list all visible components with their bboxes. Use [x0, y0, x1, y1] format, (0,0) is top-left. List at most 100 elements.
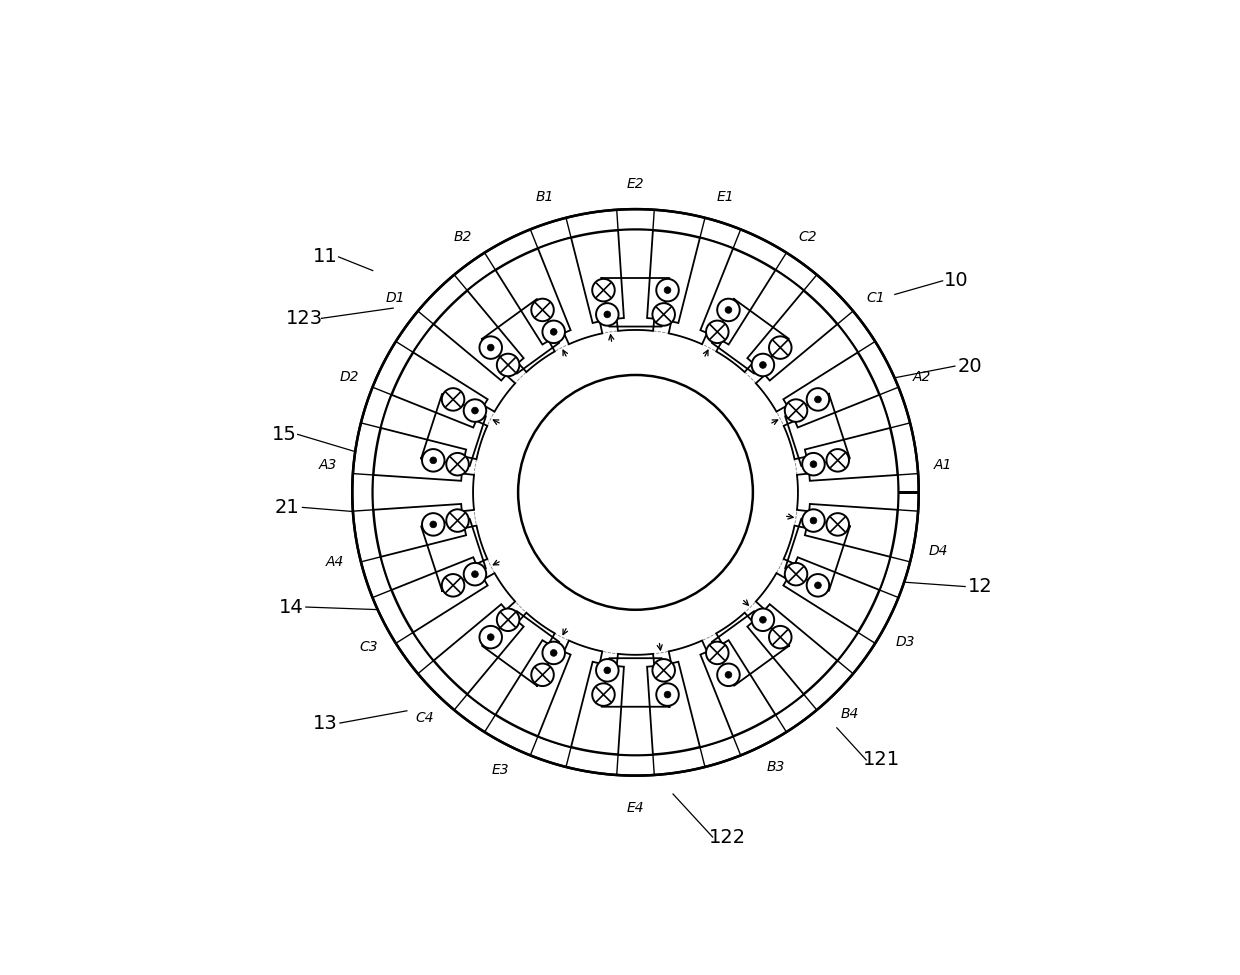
Text: B4: B4 — [841, 707, 859, 722]
Circle shape — [810, 517, 817, 524]
Text: 10: 10 — [944, 271, 968, 291]
Circle shape — [665, 287, 671, 293]
Circle shape — [596, 659, 619, 682]
Circle shape — [531, 664, 554, 686]
Circle shape — [430, 457, 436, 464]
Circle shape — [815, 396, 821, 403]
Text: A4: A4 — [326, 555, 345, 568]
Polygon shape — [413, 324, 515, 411]
Circle shape — [652, 659, 675, 682]
Polygon shape — [616, 654, 655, 755]
Circle shape — [810, 461, 817, 468]
Circle shape — [815, 582, 821, 589]
Polygon shape — [352, 210, 919, 775]
Circle shape — [656, 683, 678, 706]
Text: D2: D2 — [340, 370, 360, 384]
Circle shape — [593, 683, 615, 706]
Circle shape — [785, 400, 807, 422]
Circle shape — [542, 321, 565, 343]
Circle shape — [497, 354, 520, 376]
Circle shape — [769, 626, 791, 648]
Text: B3: B3 — [766, 760, 785, 774]
Text: D3: D3 — [895, 635, 915, 649]
Circle shape — [652, 303, 675, 326]
Text: E1: E1 — [717, 190, 734, 205]
Circle shape — [827, 449, 849, 472]
Text: D4: D4 — [929, 544, 949, 559]
Circle shape — [807, 574, 830, 597]
Circle shape — [751, 354, 774, 376]
Circle shape — [604, 311, 610, 318]
Text: E3: E3 — [491, 762, 510, 777]
Circle shape — [656, 279, 678, 301]
Polygon shape — [717, 612, 804, 715]
Circle shape — [725, 672, 732, 679]
Polygon shape — [784, 526, 890, 590]
Polygon shape — [717, 270, 804, 372]
Circle shape — [785, 563, 807, 585]
Text: 13: 13 — [312, 714, 337, 732]
Text: E4: E4 — [626, 800, 645, 815]
Text: 121: 121 — [863, 751, 900, 769]
Polygon shape — [373, 474, 474, 511]
Text: A1: A1 — [934, 458, 952, 473]
Circle shape — [802, 509, 825, 531]
Circle shape — [531, 298, 554, 321]
Text: C3: C3 — [360, 640, 378, 653]
Text: 20: 20 — [957, 357, 982, 375]
Circle shape — [827, 513, 849, 535]
Circle shape — [471, 570, 479, 577]
Circle shape — [464, 563, 486, 585]
Polygon shape — [616, 230, 655, 331]
Polygon shape — [381, 526, 487, 590]
Circle shape — [760, 362, 766, 369]
Circle shape — [464, 400, 486, 422]
Circle shape — [430, 521, 436, 527]
Polygon shape — [797, 474, 898, 511]
Circle shape — [751, 608, 774, 631]
Text: 21: 21 — [275, 498, 300, 517]
Circle shape — [593, 279, 615, 301]
Circle shape — [518, 375, 753, 609]
Polygon shape — [668, 641, 733, 747]
Circle shape — [665, 691, 671, 698]
Text: 123: 123 — [286, 309, 324, 328]
Polygon shape — [784, 395, 890, 459]
Circle shape — [446, 453, 469, 476]
Text: 11: 11 — [312, 248, 337, 266]
Circle shape — [446, 509, 469, 531]
Text: B2: B2 — [454, 230, 472, 244]
Circle shape — [551, 649, 557, 656]
Polygon shape — [756, 324, 858, 411]
Text: C2: C2 — [799, 230, 817, 244]
Text: D1: D1 — [386, 292, 405, 305]
Text: 122: 122 — [709, 828, 746, 846]
Circle shape — [441, 574, 464, 597]
Circle shape — [706, 642, 729, 664]
Text: C1: C1 — [866, 292, 884, 305]
Circle shape — [604, 667, 610, 674]
Circle shape — [551, 329, 557, 335]
Circle shape — [717, 664, 740, 686]
Circle shape — [717, 298, 740, 321]
Circle shape — [422, 449, 444, 472]
Circle shape — [807, 388, 830, 410]
Text: 15: 15 — [272, 425, 296, 444]
Circle shape — [497, 608, 520, 631]
Polygon shape — [467, 612, 554, 715]
Circle shape — [422, 513, 444, 535]
Text: A3: A3 — [319, 458, 337, 473]
Circle shape — [760, 616, 766, 623]
Polygon shape — [538, 641, 603, 747]
Text: B1: B1 — [536, 190, 554, 205]
Polygon shape — [756, 573, 858, 661]
Circle shape — [471, 408, 479, 414]
Text: A2: A2 — [913, 370, 931, 384]
Circle shape — [802, 453, 825, 476]
Text: C4: C4 — [415, 711, 434, 725]
Text: 14: 14 — [279, 598, 304, 616]
Polygon shape — [413, 573, 515, 661]
Circle shape — [487, 344, 494, 351]
Circle shape — [706, 321, 729, 343]
Polygon shape — [538, 238, 603, 344]
